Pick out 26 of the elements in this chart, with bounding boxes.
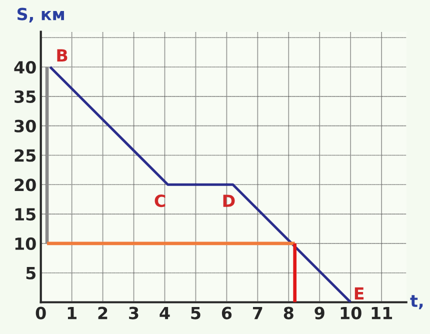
x-tick-label: 1	[68, 306, 76, 320]
y-tick-label: 25	[14, 149, 36, 162]
x-tick-label: 9	[314, 306, 324, 320]
x-tick-label: 5	[191, 306, 200, 320]
y-tick-label: 15	[15, 208, 36, 221]
x-tick-label: 3	[129, 306, 138, 320]
annotation: B	[57, 49, 68, 62]
x-tick-label: 4	[160, 306, 170, 320]
x-axis-title: t,	[410, 295, 423, 310]
y-tick-label: 10	[15, 237, 36, 250]
y-tick-label: 5	[26, 267, 36, 280]
x-tick-label: 8	[284, 306, 294, 320]
y-axis-title: S, км	[18, 8, 64, 23]
x-tick-label: 10	[340, 306, 362, 320]
x-tick-label: 2	[98, 306, 108, 320]
x-tick-label: 6	[222, 306, 232, 320]
y-tick-label: 40	[14, 60, 36, 74]
x-tick-label: 7	[252, 306, 262, 320]
annotation: C	[154, 194, 166, 208]
y-tick-label: 35	[14, 90, 36, 103]
x-tick-label: 11	[372, 306, 392, 320]
annotation: D	[223, 194, 235, 207]
x-tick-label: 0	[36, 306, 46, 320]
y-tick-label: 20	[14, 178, 36, 192]
annotation: E	[354, 287, 364, 300]
y-tick-label: 30	[14, 120, 36, 132]
